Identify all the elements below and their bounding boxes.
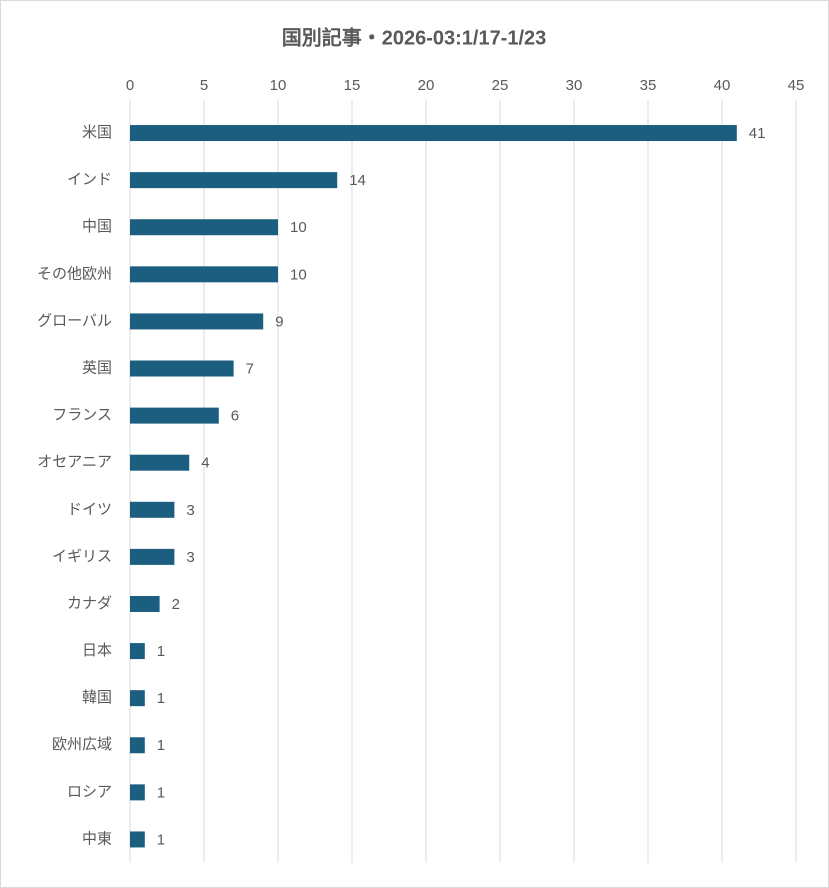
y-tick-label: その他欧州 (37, 265, 112, 282)
y-tick-label: 欧州広域 (52, 736, 112, 753)
bar (130, 643, 145, 660)
data-label: 4 (201, 455, 209, 472)
data-label: 1 (157, 784, 165, 801)
y-tick-label: 日本 (82, 642, 112, 659)
data-label: 14 (349, 172, 366, 189)
bar (130, 219, 278, 236)
bar (130, 407, 219, 424)
data-label: 1 (157, 737, 165, 754)
y-tick-label: イギリス (52, 548, 112, 565)
data-label: 2 (172, 596, 180, 613)
bar (130, 737, 145, 754)
bar (130, 360, 234, 377)
x-tick-label: 35 (640, 77, 657, 94)
y-tick-label: ロシア (67, 783, 112, 800)
bar (130, 548, 175, 565)
x-tick-label: 20 (418, 77, 435, 94)
y-tick-label: ドイツ (67, 501, 112, 518)
data-label: 7 (246, 360, 254, 377)
bar (130, 454, 190, 471)
bar (130, 784, 145, 801)
data-label: 10 (290, 219, 307, 236)
bar (130, 690, 145, 707)
x-tick-label: 40 (714, 77, 731, 94)
y-tick-label: 中東 (82, 830, 112, 847)
x-tick-label: 30 (566, 77, 583, 94)
x-tick-label: 25 (492, 77, 509, 94)
y-tick-label: カナダ (67, 595, 112, 612)
y-tick-label: フランス (52, 407, 112, 424)
data-label: 1 (157, 643, 165, 660)
bar (130, 266, 278, 283)
x-tick-label: 10 (270, 77, 287, 94)
bar (130, 831, 145, 848)
bar (130, 125, 737, 142)
y-tick-label: オセアニア (37, 454, 112, 471)
bar (130, 172, 338, 189)
y-tick-label: 米国 (82, 124, 112, 141)
x-tick-label: 0 (126, 77, 134, 94)
bar (130, 501, 175, 518)
y-tick-label: 韓国 (82, 689, 112, 706)
data-label: 41 (749, 125, 766, 142)
y-tick-label: 英国 (82, 358, 112, 376)
data-label: 1 (157, 690, 165, 707)
x-tick-label: 15 (344, 77, 361, 94)
y-tick-label: 中国 (82, 218, 112, 235)
bar (130, 595, 160, 612)
x-tick-label: 5 (200, 77, 208, 94)
data-label: 1 (157, 831, 165, 848)
chart-title: 国別記事・2026-03:1/17-1/23 (282, 25, 547, 49)
y-tick-label: インド (67, 171, 112, 188)
data-label: 9 (275, 313, 283, 330)
data-label: 3 (186, 549, 194, 566)
bar (130, 313, 264, 330)
x-tick-label: 45 (788, 77, 805, 94)
data-label: 10 (290, 266, 307, 283)
data-label: 6 (231, 408, 239, 425)
y-tick-label: グローバル (37, 312, 112, 329)
data-label: 3 (186, 502, 194, 519)
